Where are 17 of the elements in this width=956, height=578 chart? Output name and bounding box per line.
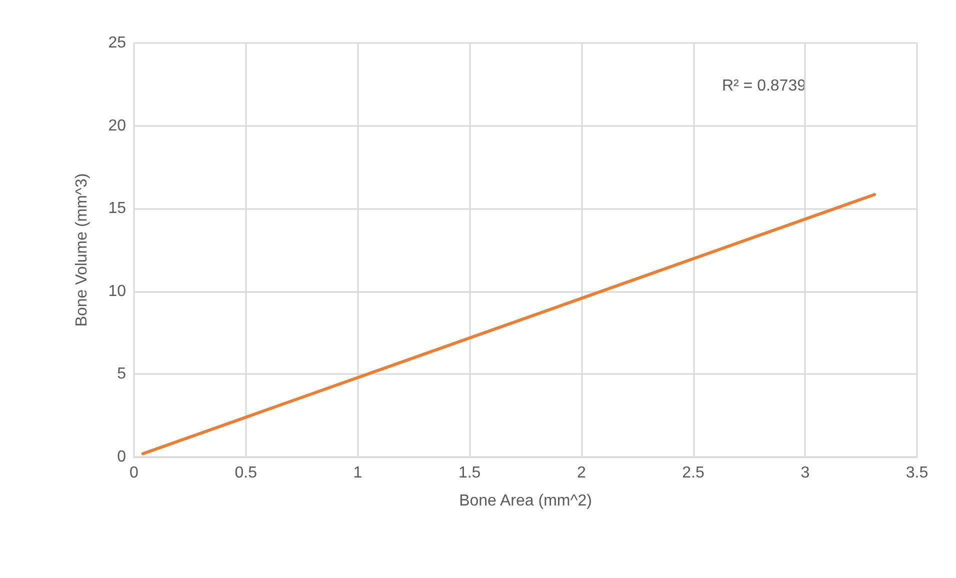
x-tick-label: 1 xyxy=(353,464,362,482)
y-tick-label: 15 xyxy=(108,200,126,218)
x-tick-label: 1.5 xyxy=(458,464,481,482)
x-tick-label: 3 xyxy=(800,464,810,482)
annotation: R² = 0.8739 xyxy=(722,78,806,94)
y-axis-title: Bone Volume (mm^3) xyxy=(74,173,90,327)
y-tick-label: 25 xyxy=(108,34,126,52)
y-tick-label: 10 xyxy=(108,282,126,300)
x-tick-label: 0 xyxy=(130,464,139,482)
x-tick-label: 0.5 xyxy=(234,464,258,482)
y-tick-label: 5 xyxy=(117,366,126,383)
x-tick-label: 2 xyxy=(576,464,586,482)
y-tick-label: 0 xyxy=(117,448,126,466)
y-tick-label: 20 xyxy=(108,117,126,134)
x-tick-label: 3.5 xyxy=(906,464,928,482)
x-tick-label: 2.5 xyxy=(682,464,705,482)
x-axis-title: Bone Area (mm^2) xyxy=(459,492,592,510)
